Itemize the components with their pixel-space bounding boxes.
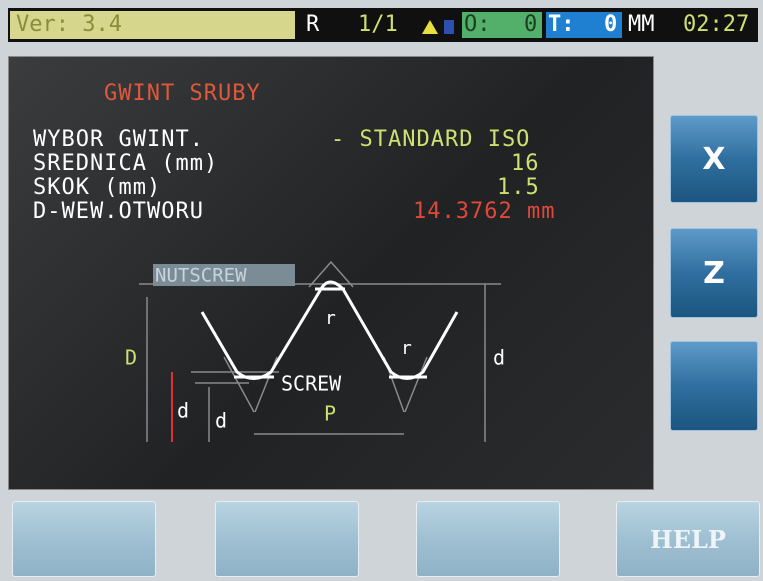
screw-label: SCREW <box>281 372 342 396</box>
nut-label: NUTSCREW <box>155 265 247 287</box>
soft-key[interactable] <box>12 501 156 577</box>
o-label: O: <box>464 12 491 38</box>
status-bar: Ver: 3.4 R 1/1 O: 0 T: 0 MM 02:27 <box>8 8 758 42</box>
d-label: d <box>177 399 189 423</box>
version: Ver: 3.4 <box>16 12 122 38</box>
o-value: 0 <box>524 12 537 38</box>
radius-label: r <box>401 338 412 359</box>
screen: Ver: 3.4 R 1/1 O: 0 T: 0 MM 02:27 GWINT … <box>0 0 763 581</box>
page: {"status_bar": {"version": "Ver: 3.4", "… <box>0 0 763 581</box>
mode: R <box>306 12 319 38</box>
alarm-icon <box>420 16 460 36</box>
units: MM <box>628 12 655 38</box>
blank-side-button[interactable] <box>670 341 758 431</box>
help-button[interactable]: HELP <box>616 501 760 577</box>
soft-key[interactable] <box>416 501 560 577</box>
page-indicator: 1/1 <box>358 12 398 38</box>
axis-x-button[interactable]: X <box>670 115 758 203</box>
outer-d-label: D <box>125 346 137 370</box>
radius-label: r <box>325 308 336 329</box>
thread-diagram: NUTSCREW SCREW D d d d P r r <box>9 57 653 489</box>
pitch-label: P <box>324 402 336 426</box>
main-panel: GWINT SRUBY WYBOR GWINT. - STANDARD ISO … <box>8 56 654 490</box>
soft-key[interactable] <box>215 501 359 577</box>
d-label: d <box>493 346 505 370</box>
axis-z-button[interactable]: Z <box>670 228 758 318</box>
clock: 02:27 <box>683 12 749 38</box>
t-label: T: <box>548 12 575 38</box>
d-label: d <box>215 409 227 433</box>
t-value: 0 <box>604 12 617 38</box>
